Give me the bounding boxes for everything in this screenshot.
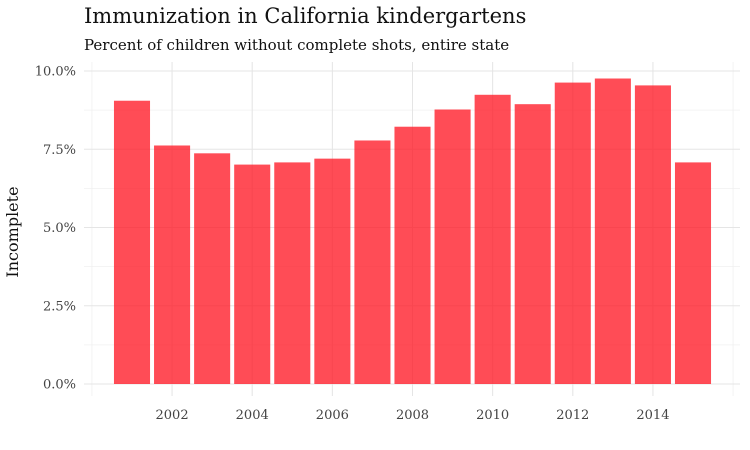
x-tick-label: 2004 xyxy=(236,408,269,423)
bar-2002 xyxy=(154,145,191,384)
bar-2001 xyxy=(113,100,151,385)
y-tick-label: 7.5% xyxy=(43,143,76,158)
chart-title: Immunization in California kindergartens xyxy=(84,4,527,28)
bar-2005 xyxy=(274,162,311,384)
y-tick-label: 2.5% xyxy=(43,299,76,314)
x-tick-label: 2012 xyxy=(556,408,589,423)
bar-2007 xyxy=(354,140,391,384)
x-tick-label: 2014 xyxy=(636,408,669,423)
bar-2011 xyxy=(514,104,551,384)
chart-subtitle: Percent of children without complete sho… xyxy=(84,36,510,54)
bar-2003 xyxy=(194,153,231,384)
y-tick-label: 0.0% xyxy=(43,378,76,393)
x-tick-label: 2006 xyxy=(316,408,349,423)
bar-2004 xyxy=(234,164,271,384)
x-tick-label: 2002 xyxy=(156,408,189,423)
bar-2009 xyxy=(434,109,471,385)
bar-2015 xyxy=(674,162,712,384)
bar-2010 xyxy=(474,94,511,385)
bar-2008 xyxy=(394,126,431,385)
bar-2006 xyxy=(314,158,351,384)
x-tick-label: 2008 xyxy=(396,408,429,423)
y-tick-label: 5.0% xyxy=(43,221,76,236)
y-tick-label: 10.0% xyxy=(35,65,76,80)
bar-2014 xyxy=(634,85,671,384)
x-tick-label: 2010 xyxy=(476,408,509,423)
bar-2012 xyxy=(554,82,591,385)
bar-2013 xyxy=(594,78,631,385)
